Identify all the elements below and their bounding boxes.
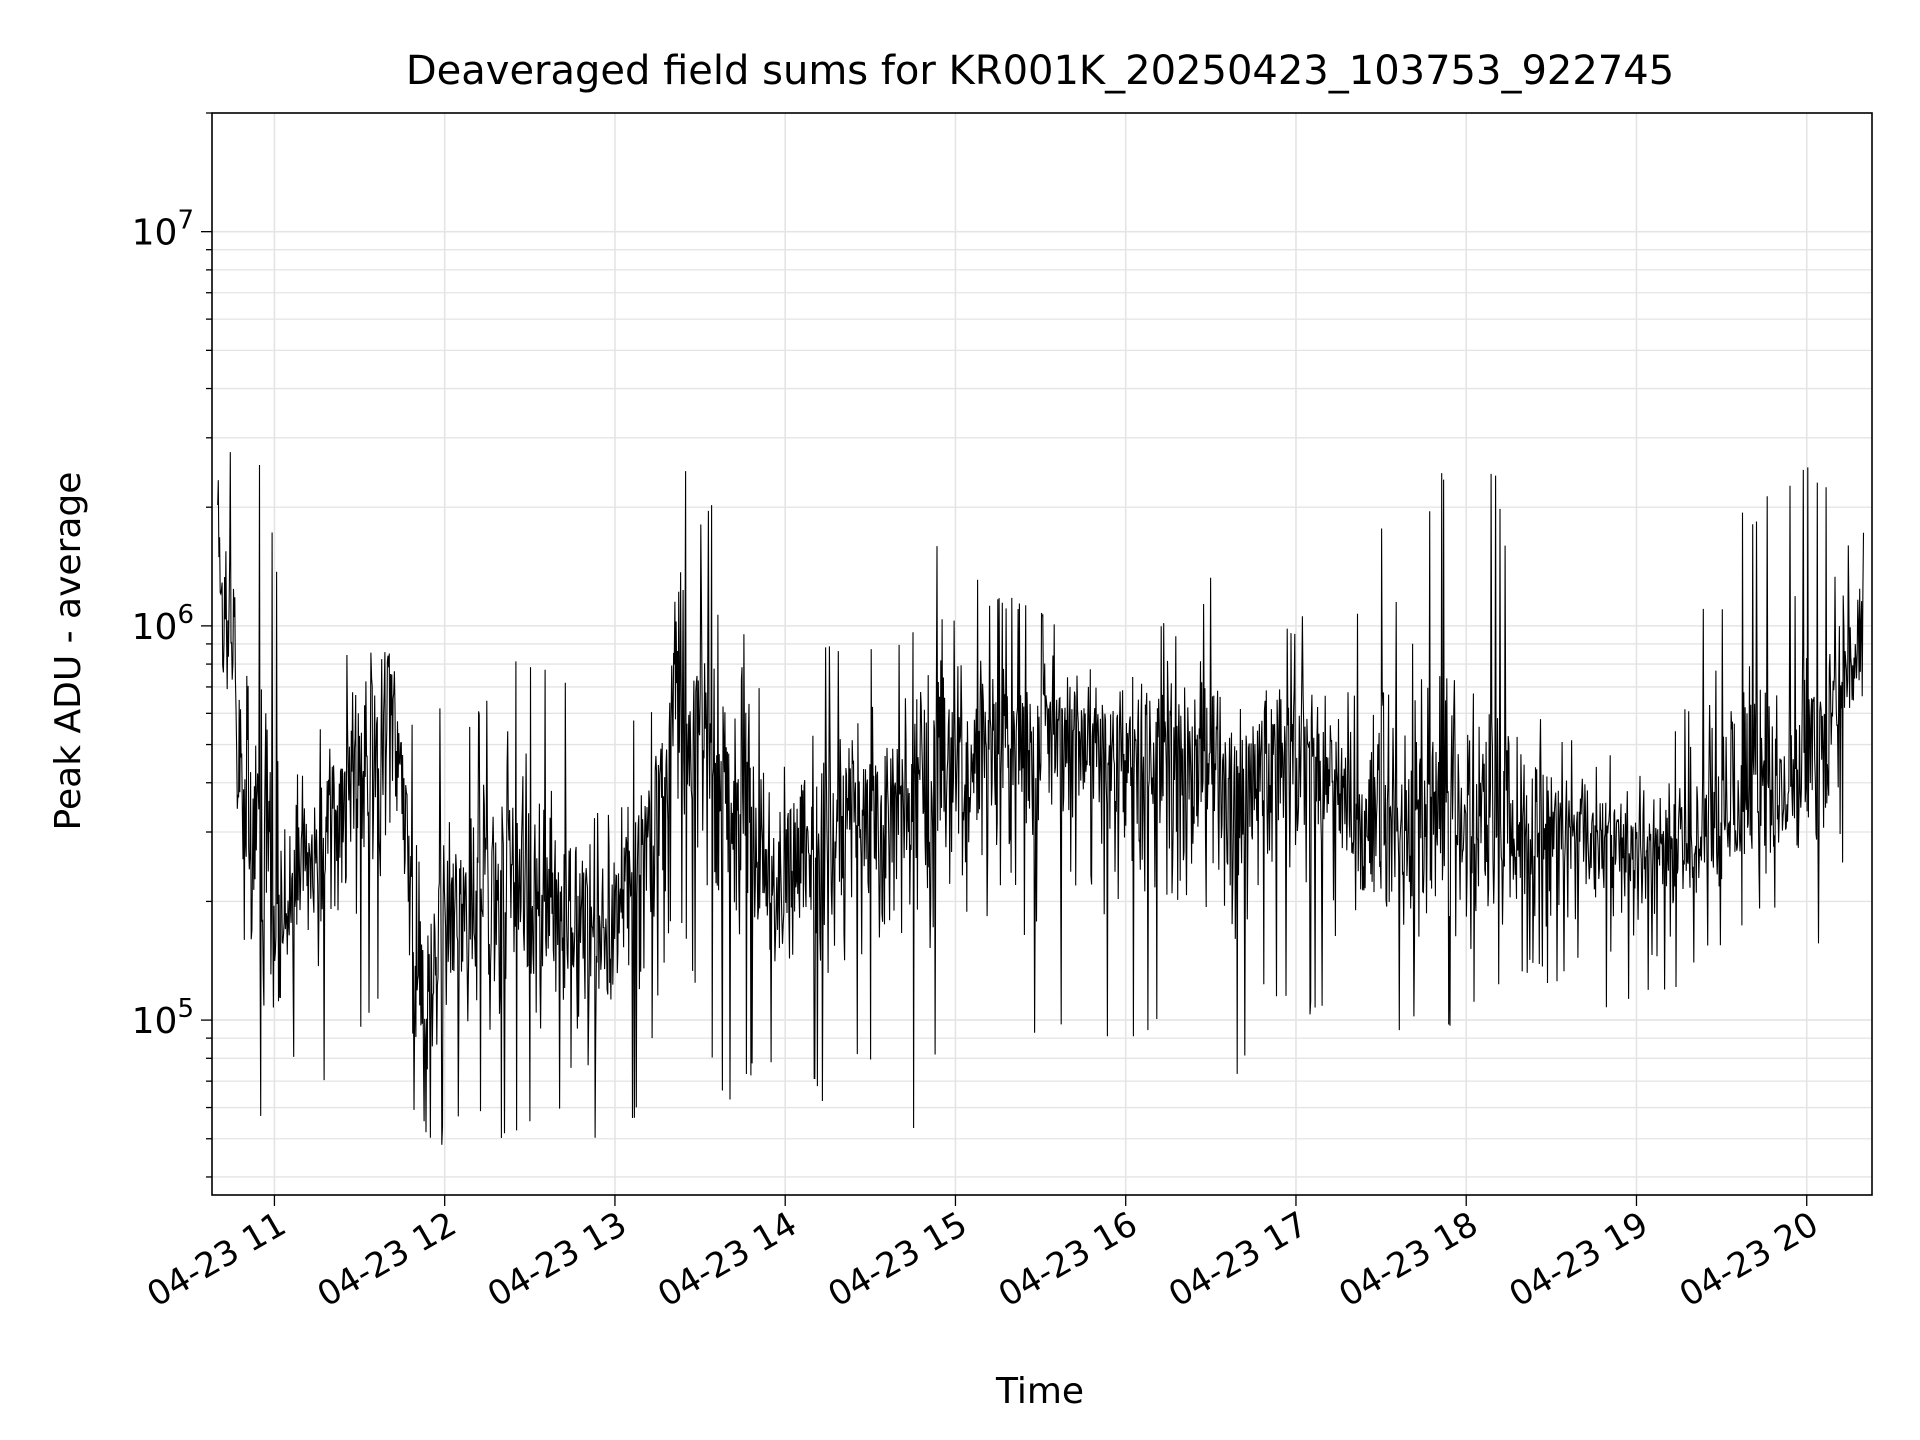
y-axis-label: Peak ADU - average [48, 472, 89, 831]
x-axis-label: Time [995, 1371, 1084, 1412]
chart-title: Deaveraged field sums for KR001K_2025042… [406, 48, 1674, 94]
